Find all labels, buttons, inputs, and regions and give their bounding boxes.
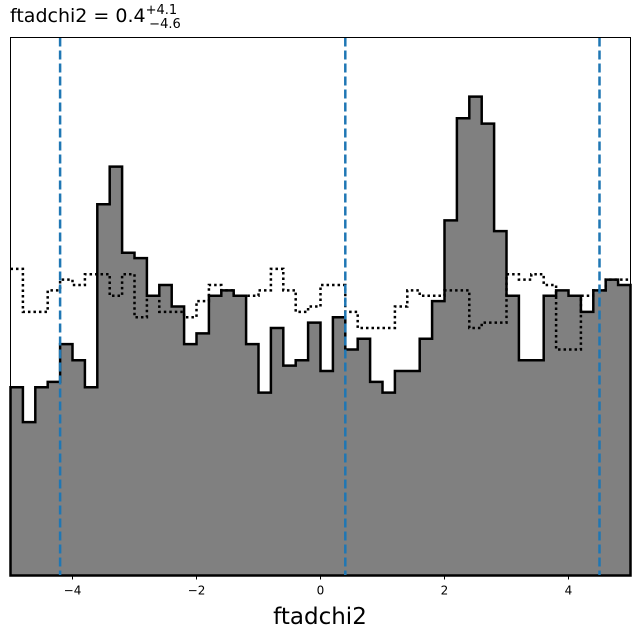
- histogram-bin-bar: [171, 306, 185, 576]
- histogram-bin-bar: [345, 349, 359, 576]
- histogram-bin-bar: [394, 371, 408, 576]
- chart-title: ftadchi2 = 0.4+4.1 −4.6: [10, 3, 181, 32]
- histogram-bin-bar: [382, 392, 396, 576]
- x-axis-label: ftadchi2: [273, 604, 367, 630]
- x-tick-label: 4: [565, 584, 573, 598]
- histogram-bin-bar: [221, 290, 235, 576]
- histogram-bin-bar: [283, 365, 297, 576]
- histogram-bin-bar: [543, 295, 557, 576]
- histogram-bin-bar: [518, 360, 532, 576]
- plot-area: [9, 37, 632, 577]
- histogram-bin-bar: [295, 360, 309, 576]
- histogram-bin-bar: [568, 295, 582, 576]
- chart-title-sub: −4.6: [149, 17, 181, 32]
- histogram-bin-bar: [605, 279, 619, 576]
- histogram-bin-bar: [72, 360, 86, 576]
- histogram-bin-bar: [469, 96, 483, 576]
- histogram-bin-bar: [97, 204, 111, 576]
- x-axis-ticks: −4 −2 0 2 4: [64, 575, 573, 598]
- histogram-bin-bar: [84, 387, 98, 576]
- histogram-bin-bar: [456, 118, 470, 576]
- histogram-bin-bar: [246, 344, 259, 576]
- histogram-bin-bar: [208, 295, 222, 576]
- histogram-bin-bar: [22, 422, 36, 576]
- histogram-bin-bar: [370, 381, 383, 576]
- histogram-bin-bar: [134, 258, 148, 576]
- chart-title-main: ftadchi2 = 0.4: [10, 5, 146, 27]
- dotted-histogram-line: [10, 267, 631, 351]
- histogram-bin-bar: [184, 344, 197, 576]
- histogram-bin-bar: [196, 333, 210, 576]
- histogram-bin-bar: [618, 284, 631, 576]
- x-tick-label: −4: [64, 584, 82, 598]
- histogram-bin-bar: [432, 301, 445, 576]
- histogram-bin-bar: [444, 220, 458, 576]
- histogram-bin-bar: [109, 166, 123, 576]
- histogram-bin-bar: [481, 123, 495, 576]
- histogram-bin-bar: [407, 371, 421, 576]
- filled-histogram-outline: [9, 95, 632, 577]
- chart-title-sup: +4.1: [146, 3, 178, 18]
- histogram-bin-bar: [270, 328, 284, 576]
- histogram-bin-bar: [357, 338, 371, 576]
- histogram-bin-bar: [258, 392, 272, 576]
- histogram-bin-bar: [531, 360, 545, 576]
- histogram-bin-bar: [159, 284, 173, 576]
- histogram-bin-bar: [35, 387, 49, 576]
- histogram-bin-bar: [506, 295, 520, 576]
- histogram-bin-bar: [556, 290, 569, 576]
- histogram-bin-bar: [320, 371, 334, 576]
- histogram-bin-bar: [332, 317, 346, 576]
- histogram-bin-bar: [122, 252, 135, 576]
- histogram-bin-bar: [10, 387, 24, 576]
- histogram-bin-bar: [494, 231, 507, 576]
- x-tick-label: 0: [317, 584, 325, 598]
- x-tick-label: −2: [188, 584, 206, 598]
- histogram-bin-bar: [308, 322, 321, 576]
- x-tick-label: 2: [441, 584, 449, 598]
- histogram-bin-bar: [60, 344, 73, 576]
- histogram-bin-bar: [233, 295, 247, 576]
- histogram-bin-bar: [146, 295, 160, 576]
- histogram-bin-bar: [47, 381, 61, 576]
- histogram-bin-bar: [580, 311, 594, 576]
- histogram-bin-bar: [419, 338, 433, 576]
